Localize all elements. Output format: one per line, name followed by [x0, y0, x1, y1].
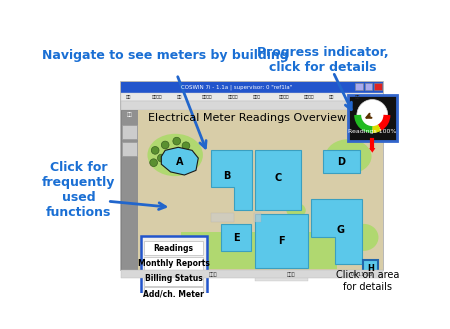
- Text: Readings 100%: Readings 100%: [348, 129, 396, 134]
- Ellipse shape: [325, 139, 372, 174]
- Text: Billing Status: Billing Status: [145, 274, 202, 284]
- Polygon shape: [369, 148, 375, 153]
- Circle shape: [158, 154, 165, 162]
- Text: 07-11-30: 07-11-30: [351, 272, 373, 277]
- Circle shape: [151, 146, 159, 154]
- Text: COSWIN 7i - 1.1a | supervisor: 0 "ref1la": COSWIN 7i - 1.1a | supervisor: 0 "ref1la…: [181, 85, 292, 90]
- Circle shape: [357, 100, 388, 130]
- Ellipse shape: [349, 224, 378, 251]
- Text: 搜索: 搜索: [127, 113, 133, 117]
- Text: 画面管理: 画面管理: [202, 95, 213, 99]
- Text: Click for
frequently
used
functions: Click for frequently used functions: [42, 161, 116, 219]
- Circle shape: [177, 154, 184, 162]
- Text: B: B: [223, 171, 230, 181]
- FancyBboxPatch shape: [364, 83, 372, 90]
- Text: 工作流程: 工作流程: [279, 95, 289, 99]
- FancyBboxPatch shape: [144, 272, 203, 286]
- Circle shape: [173, 137, 180, 145]
- FancyBboxPatch shape: [254, 213, 261, 222]
- FancyBboxPatch shape: [255, 150, 302, 211]
- Text: 查看文: 查看文: [253, 95, 261, 99]
- FancyBboxPatch shape: [122, 92, 383, 101]
- FancyBboxPatch shape: [363, 261, 378, 276]
- FancyBboxPatch shape: [122, 125, 137, 139]
- FancyBboxPatch shape: [122, 82, 383, 270]
- FancyBboxPatch shape: [356, 83, 363, 90]
- FancyBboxPatch shape: [374, 83, 382, 90]
- FancyBboxPatch shape: [221, 224, 251, 251]
- Text: C: C: [275, 173, 282, 183]
- Text: 帮助: 帮助: [355, 95, 360, 99]
- FancyBboxPatch shape: [144, 288, 203, 301]
- Text: Electrical Meter Readings Overview: Electrical Meter Readings Overview: [148, 113, 346, 123]
- Ellipse shape: [148, 134, 203, 176]
- FancyBboxPatch shape: [348, 95, 397, 141]
- FancyBboxPatch shape: [144, 257, 203, 270]
- FancyBboxPatch shape: [255, 214, 308, 268]
- Text: 图形管理: 图形管理: [228, 95, 238, 99]
- Text: A: A: [176, 157, 184, 167]
- Ellipse shape: [287, 203, 306, 218]
- FancyBboxPatch shape: [140, 236, 207, 307]
- Polygon shape: [212, 150, 252, 211]
- Text: Add/ch. Meter: Add/ch. Meter: [143, 290, 204, 299]
- Text: Readings: Readings: [153, 244, 194, 253]
- FancyBboxPatch shape: [255, 272, 308, 281]
- Text: E: E: [233, 233, 239, 243]
- Text: 文件: 文件: [126, 95, 131, 99]
- FancyBboxPatch shape: [122, 110, 138, 270]
- Text: 查看命令: 查看命令: [151, 95, 162, 99]
- Text: 维修: 维修: [177, 95, 182, 99]
- FancyBboxPatch shape: [212, 213, 234, 222]
- FancyBboxPatch shape: [144, 241, 203, 255]
- Text: F: F: [278, 236, 285, 246]
- Text: Progress indicator,
click for details: Progress indicator, click for details: [257, 46, 389, 74]
- Text: 行字击: 行字击: [287, 272, 296, 277]
- Text: Navigate to see meters by building: Navigate to see meters by building: [42, 49, 288, 62]
- FancyBboxPatch shape: [138, 110, 383, 270]
- FancyBboxPatch shape: [180, 232, 337, 269]
- Polygon shape: [161, 147, 198, 175]
- Polygon shape: [311, 199, 361, 264]
- Text: H: H: [367, 264, 374, 273]
- Text: 系统工具: 系统工具: [304, 95, 314, 99]
- FancyBboxPatch shape: [323, 150, 360, 173]
- Text: G: G: [337, 225, 345, 235]
- Text: Monthly Reports: Monthly Reports: [138, 259, 210, 268]
- Text: D: D: [338, 157, 346, 167]
- Circle shape: [150, 159, 157, 166]
- FancyBboxPatch shape: [122, 270, 383, 278]
- Text: 窗口: 窗口: [329, 95, 334, 99]
- Circle shape: [182, 142, 190, 150]
- FancyBboxPatch shape: [122, 142, 137, 156]
- FancyBboxPatch shape: [122, 82, 383, 92]
- Text: 编辑中: 编辑中: [209, 272, 217, 277]
- Text: Click on area
for details: Click on area for details: [336, 270, 399, 292]
- Circle shape: [161, 141, 169, 149]
- FancyBboxPatch shape: [122, 101, 383, 110]
